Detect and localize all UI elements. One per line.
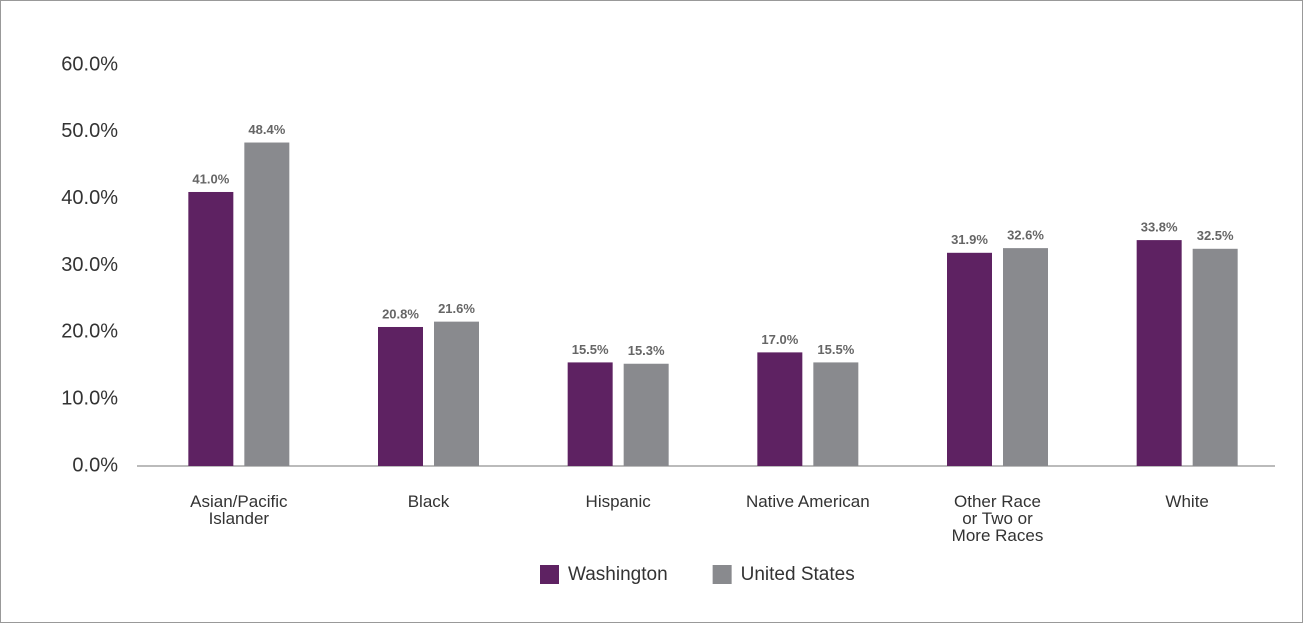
x-tick-label: Hispanic <box>585 492 651 511</box>
x-tick-label: Black <box>407 492 450 511</box>
data-label: 21.6% <box>438 301 475 316</box>
legend-swatch <box>712 565 732 584</box>
x-tick-label: Native American <box>745 492 870 511</box>
y-tick-label: 50.0% <box>61 120 118 142</box>
bar <box>378 326 423 466</box>
data-label: 15.5% <box>572 342 609 357</box>
y-tick-label: 0.0% <box>72 454 118 476</box>
y-tick-label: 10.0% <box>61 387 118 409</box>
x-tick-label: Other Race or Two or More Races <box>951 492 1044 545</box>
y-tick-label: 60.0% <box>61 53 118 75</box>
data-label: 33.8% <box>1141 220 1178 235</box>
bar <box>1192 248 1238 466</box>
legend-swatch <box>540 565 559 584</box>
bar <box>1136 240 1182 466</box>
data-label: 32.5% <box>1197 228 1234 243</box>
data-label: 15.5% <box>817 342 854 357</box>
data-label: 17.0% <box>761 332 798 347</box>
y-tick-label: 40.0% <box>61 187 118 209</box>
bar <box>567 362 613 466</box>
y-tick-label: 20.0% <box>61 321 118 343</box>
bar <box>188 191 234 466</box>
bar <box>947 252 992 466</box>
legend-label: United States <box>741 564 855 585</box>
data-label: 41.0% <box>192 171 229 186</box>
x-tick-label: White <box>1165 492 1209 511</box>
bar <box>244 142 290 466</box>
bar <box>434 321 479 466</box>
data-label: 32.6% <box>1007 228 1044 243</box>
data-label: 48.4% <box>248 122 285 137</box>
data-label: 31.9% <box>951 232 988 247</box>
legend-label: Washington <box>568 564 668 585</box>
bar <box>757 352 803 466</box>
bar <box>813 362 859 466</box>
data-label: 15.3% <box>628 343 665 358</box>
bar <box>623 363 669 466</box>
y-tick-label: 30.0% <box>61 254 118 276</box>
bar <box>1003 248 1048 466</box>
x-tick-label: Asian/Pacific Islander <box>190 492 288 528</box>
data-label: 20.8% <box>382 306 419 321</box>
